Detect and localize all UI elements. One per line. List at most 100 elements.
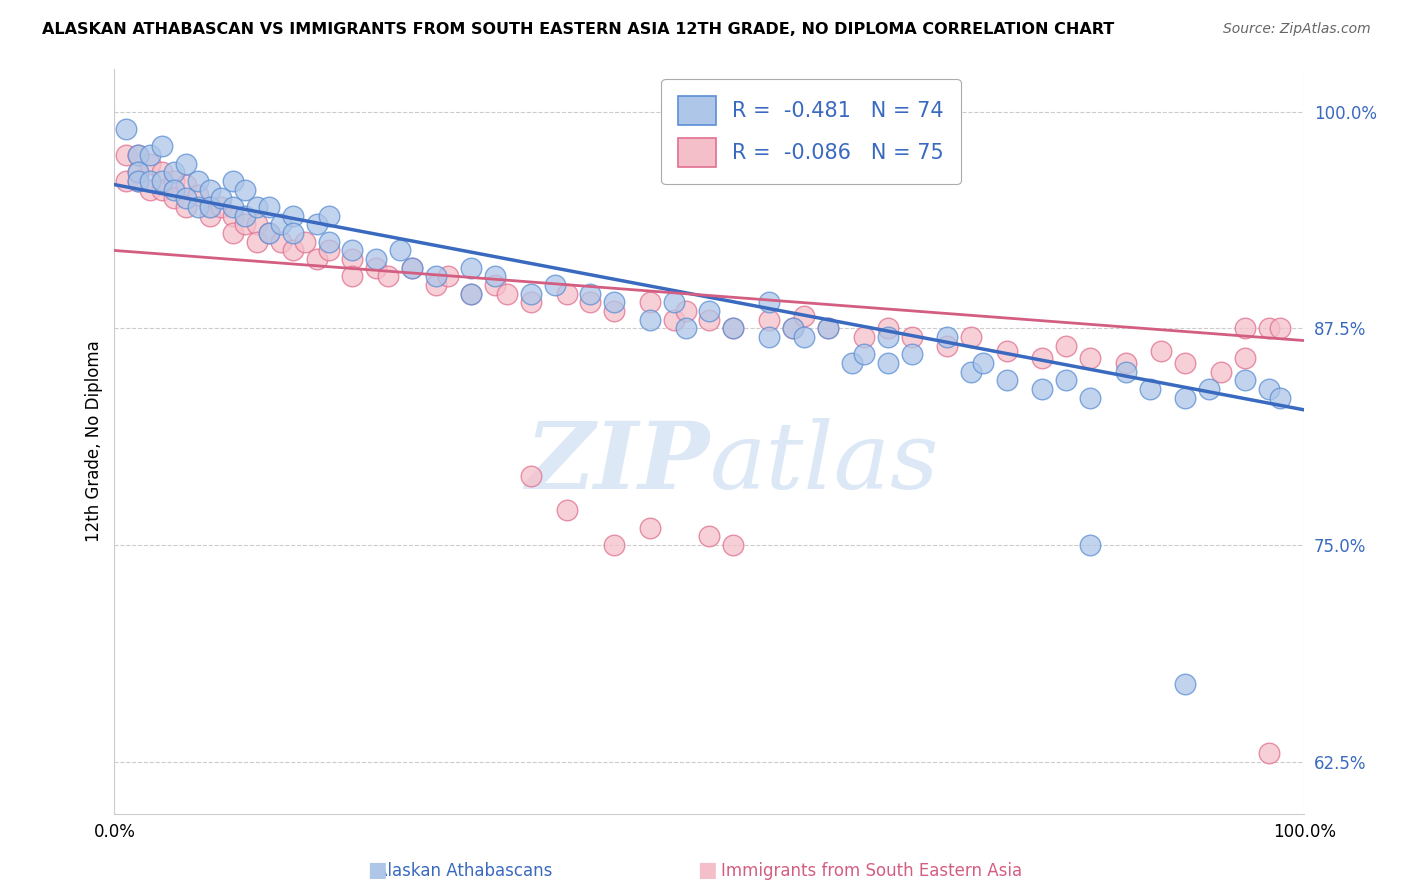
Point bbox=[187, 174, 209, 188]
Point bbox=[436, 269, 458, 284]
Point bbox=[1139, 382, 1161, 396]
Point bbox=[1150, 343, 1173, 358]
Point bbox=[318, 235, 340, 249]
Point bbox=[318, 244, 340, 258]
Point bbox=[960, 330, 983, 344]
Point bbox=[425, 278, 447, 293]
Point bbox=[1270, 321, 1292, 335]
Point bbox=[1054, 339, 1077, 353]
Point bbox=[246, 235, 269, 249]
Legend: R =  -0.481   N = 74, R =  -0.086   N = 75: R = -0.481 N = 74, R = -0.086 N = 75 bbox=[661, 78, 960, 184]
Text: ALASKAN ATHABASCAN VS IMMIGRANTS FROM SOUTH EASTERN ASIA 12TH GRADE, NO DIPLOMA : ALASKAN ATHABASCAN VS IMMIGRANTS FROM SO… bbox=[42, 22, 1115, 37]
Point bbox=[257, 226, 280, 240]
Point bbox=[163, 174, 186, 188]
Point bbox=[163, 165, 186, 179]
Point bbox=[603, 538, 626, 552]
Point bbox=[460, 260, 482, 275]
Point bbox=[233, 209, 256, 223]
Point bbox=[222, 174, 245, 188]
Point bbox=[163, 183, 186, 197]
Point bbox=[377, 269, 399, 284]
Point bbox=[675, 321, 697, 335]
Point bbox=[211, 192, 233, 206]
Point bbox=[853, 347, 876, 361]
Point bbox=[1174, 676, 1197, 690]
Point bbox=[127, 148, 149, 162]
Point bbox=[150, 174, 173, 188]
Point bbox=[1078, 391, 1101, 405]
Point bbox=[876, 330, 898, 344]
Point bbox=[675, 304, 697, 318]
Point bbox=[484, 269, 506, 284]
Point bbox=[1031, 351, 1053, 365]
Point bbox=[697, 304, 720, 318]
Point bbox=[721, 538, 744, 552]
Point bbox=[793, 310, 815, 324]
Point bbox=[174, 178, 197, 192]
Point bbox=[1078, 538, 1101, 552]
Point bbox=[995, 343, 1018, 358]
Point bbox=[960, 365, 983, 379]
Point bbox=[721, 321, 744, 335]
Point bbox=[257, 200, 280, 214]
Point bbox=[150, 183, 173, 197]
Point bbox=[782, 321, 804, 335]
Point bbox=[543, 278, 565, 293]
Text: atlas: atlas bbox=[709, 418, 939, 508]
Point bbox=[1257, 382, 1279, 396]
Point bbox=[198, 200, 221, 214]
Point bbox=[401, 260, 423, 275]
Point bbox=[318, 209, 340, 223]
Point bbox=[520, 468, 543, 483]
Point bbox=[1257, 321, 1279, 335]
Point bbox=[758, 295, 780, 310]
Point bbox=[1031, 382, 1053, 396]
Point bbox=[1115, 356, 1137, 370]
Point bbox=[425, 269, 447, 284]
Point bbox=[721, 321, 744, 335]
Point bbox=[115, 148, 138, 162]
Point bbox=[758, 330, 780, 344]
Point bbox=[281, 226, 304, 240]
Point bbox=[697, 312, 720, 326]
Point bbox=[1174, 356, 1197, 370]
Point bbox=[1233, 373, 1256, 387]
Point bbox=[150, 165, 173, 179]
Point bbox=[127, 165, 149, 179]
Point bbox=[222, 200, 245, 214]
Point bbox=[294, 235, 316, 249]
Point bbox=[460, 286, 482, 301]
Point bbox=[1174, 391, 1197, 405]
Point bbox=[782, 321, 804, 335]
Point bbox=[342, 244, 364, 258]
Point bbox=[281, 244, 304, 258]
Point bbox=[222, 209, 245, 223]
Point bbox=[222, 226, 245, 240]
Point bbox=[187, 188, 209, 202]
Point bbox=[662, 312, 685, 326]
Point bbox=[900, 330, 922, 344]
Point bbox=[246, 200, 269, 214]
Point bbox=[1115, 365, 1137, 379]
Point bbox=[139, 157, 162, 171]
Point bbox=[936, 330, 959, 344]
Point bbox=[127, 174, 149, 188]
Point bbox=[579, 295, 602, 310]
Text: Alaskan Athabascans: Alaskan Athabascans bbox=[375, 862, 553, 880]
Point bbox=[127, 148, 149, 162]
Point bbox=[233, 218, 256, 232]
Point bbox=[1054, 373, 1077, 387]
Point bbox=[246, 218, 269, 232]
Point bbox=[163, 192, 186, 206]
Point bbox=[1257, 746, 1279, 760]
Point bbox=[758, 312, 780, 326]
Point bbox=[638, 521, 661, 535]
Point bbox=[198, 209, 221, 223]
Point bbox=[496, 286, 519, 301]
Point bbox=[127, 174, 149, 188]
Point bbox=[876, 321, 898, 335]
Point bbox=[555, 286, 578, 301]
Point bbox=[579, 286, 602, 301]
Point bbox=[936, 339, 959, 353]
Point bbox=[460, 286, 482, 301]
